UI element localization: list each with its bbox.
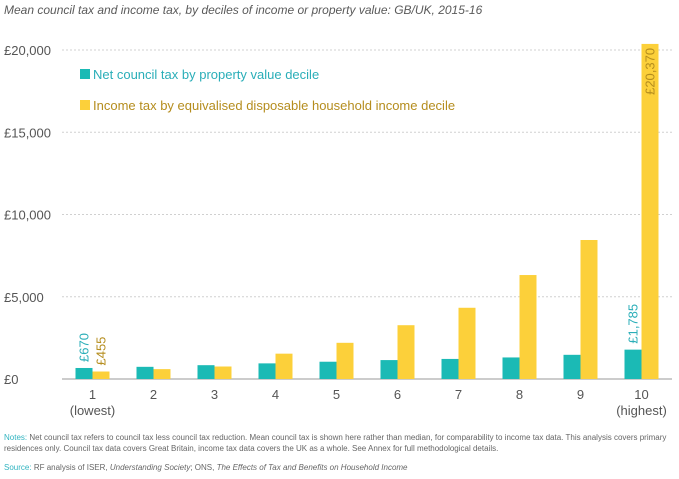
source: Source: RF analysis of ISER, Understandi…	[4, 463, 672, 472]
x-tick-label: 9	[577, 387, 584, 402]
bar-income-tax	[397, 325, 415, 379]
y-tick-label: £0	[4, 372, 18, 387]
notes-label: Notes:	[4, 433, 28, 442]
y-tick-label: £20,000	[4, 43, 51, 58]
notes-text: Net council tax refers to council tax le…	[4, 433, 667, 453]
y-tick-label: £15,000	[4, 125, 51, 140]
bar-council-tax	[624, 349, 642, 379]
bar-income-tax	[641, 43, 659, 379]
bar-council-tax	[258, 363, 276, 379]
x-tick-sublabel: (lowest)	[70, 403, 116, 418]
bar-council-tax	[136, 366, 154, 379]
notes: Notes: Net council tax refers to council…	[4, 433, 672, 454]
source-italic-2: The Effects of Tax and Benefits on House…	[216, 463, 408, 472]
bar-income-tax	[519, 275, 537, 379]
bar-income-tax	[580, 239, 598, 379]
bar-council-tax	[502, 357, 520, 379]
x-tick-label: 1	[89, 387, 96, 402]
x-tick-label: 5	[333, 387, 340, 402]
source-middle: ; ONS,	[190, 463, 217, 472]
data-label: £455	[94, 337, 109, 366]
source-prefix: RF analysis of ISER,	[33, 463, 110, 472]
bar-income-tax	[214, 366, 232, 379]
source-italic-1: Understanding Society	[109, 463, 191, 472]
x-tick-label: 7	[455, 387, 462, 402]
legend: Net council tax by property value decile…	[80, 67, 455, 113]
data-label: £20,370	[643, 48, 658, 95]
legend-label: Income tax by equivalised disposable hou…	[93, 98, 455, 113]
x-tick-label: 2	[150, 387, 157, 402]
x-tick-label: 10	[634, 387, 648, 402]
bar-council-tax	[319, 361, 337, 379]
bar-income-tax	[458, 307, 476, 379]
data-labels: £670 £455 £1,785 £20,370	[77, 48, 658, 366]
y-tick-label: £5,000	[4, 290, 44, 305]
legend-label: Net council tax by property value decile	[93, 67, 319, 82]
y-axis-tick-labels: £0 £5,000 £10,000 £15,000 £20,000	[4, 43, 51, 387]
bars	[75, 43, 659, 379]
bar-income-tax	[92, 371, 110, 379]
x-tick-label: 4	[272, 387, 279, 402]
x-tick-sublabel: (highest)	[616, 403, 667, 418]
legend-swatch-council	[80, 69, 90, 79]
source-label: Source:	[4, 463, 32, 472]
y-tick-label: £10,000	[4, 208, 51, 223]
bar-council-tax	[197, 365, 215, 379]
bar-council-tax	[441, 358, 459, 379]
x-tick-label: 8	[516, 387, 523, 402]
bar-chart: £0 £5,000 £10,000 £15,000 £20,000 1(lowest) 2…	[4, 43, 672, 418]
bar-council-tax	[563, 354, 581, 379]
bar-council-tax	[75, 367, 93, 379]
bar-council-tax	[380, 360, 398, 379]
x-axis-tick-labels: 1(lowest) 2 3 4 5 6 7 8 9 10(highest)	[70, 387, 667, 418]
bar-income-tax	[153, 369, 171, 379]
x-tick-label: 3	[211, 387, 218, 402]
data-label: £1,785	[626, 304, 641, 344]
chart-title: Mean council tax and income tax, by deci…	[4, 3, 483, 17]
bar-income-tax	[275, 353, 293, 379]
legend-swatch-income	[80, 100, 90, 110]
x-tick-label: 6	[394, 387, 401, 402]
bar-income-tax	[336, 342, 354, 379]
data-label: £670	[77, 333, 92, 362]
